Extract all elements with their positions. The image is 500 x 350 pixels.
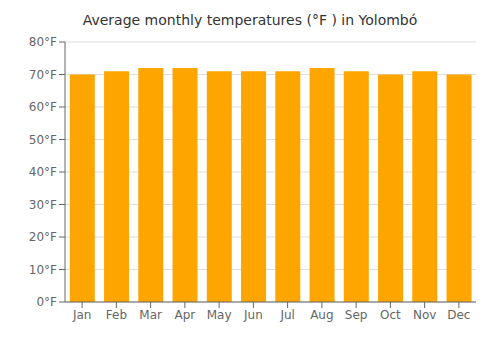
svg-text:70°F: 70°F: [29, 68, 57, 82]
svg-text:30°F: 30°F: [29, 198, 57, 212]
svg-text:50°F: 50°F: [29, 133, 57, 147]
svg-text:Dec: Dec: [447, 308, 470, 322]
svg-text:80°F: 80°F: [29, 35, 57, 49]
svg-text:Jul: Jul: [279, 308, 294, 322]
svg-text:60°F: 60°F: [29, 100, 57, 114]
svg-text:Jan: Jan: [72, 308, 92, 322]
html-text:Average monthly temperatures (: Average monthly temperatures (°F ) in Yo…: [82, 12, 418, 28]
svg-text:Sep: Sep: [345, 308, 368, 322]
svg-text:Feb: Feb: [106, 308, 127, 322]
svg-text:20°F: 20°F: [29, 230, 57, 244]
svg-text:Mar: Mar: [139, 308, 162, 322]
svg-text:10°F: 10°F: [29, 263, 57, 277]
svg-text:May: May: [207, 308, 232, 322]
svg-text:Apr: Apr: [174, 308, 195, 322]
svg-text:0°F: 0°F: [36, 295, 57, 309]
svg-text:Jun: Jun: [243, 308, 263, 322]
svg-text:Oct: Oct: [380, 308, 401, 322]
svg-text:Nov: Nov: [413, 308, 436, 322]
svg-text:40°F: 40°F: [29, 165, 57, 179]
svg-text:Aug: Aug: [310, 308, 333, 322]
